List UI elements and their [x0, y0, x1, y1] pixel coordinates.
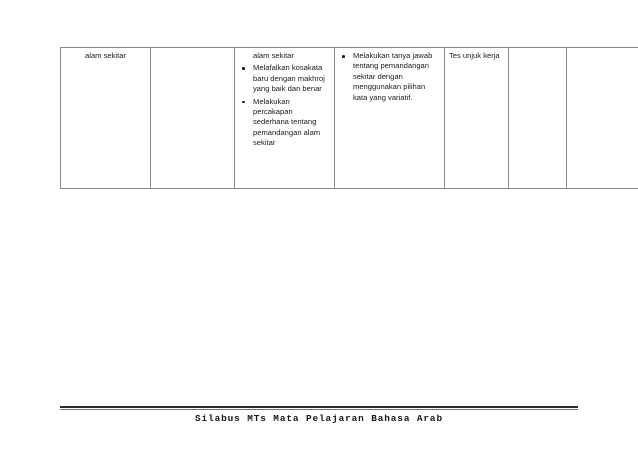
- table-cell-indikator: alam sekitar Melafalkan kosakata baru de…: [234, 47, 335, 189]
- footer-divider-thin: [60, 409, 578, 410]
- list-item-label: Melakukan tanya jawab tentang pemandanga…: [353, 51, 433, 102]
- cell-lead-text: alam sekitar: [85, 51, 126, 60]
- table-cell-sumber-belajar: [566, 47, 638, 189]
- cell-lead-text: alam sekitar: [253, 51, 294, 60]
- table-cell-penilaian-teknik: Melakukan tanya jawab tentang pemandanga…: [334, 47, 445, 189]
- table-cell-kegiatan-pembelajaran: [150, 47, 235, 189]
- list-item: Melafalkan kosakata baru dengan makhroj …: [239, 63, 330, 94]
- page-footer: Silabus MTs Mata Pelajaran Bahasa Arab: [60, 406, 578, 424]
- list-item: Melakukan percakapan sederhana tentang p…: [239, 97, 330, 149]
- list-item-label: Melafalkan kosakata baru dengan makhroj …: [253, 63, 325, 94]
- table-cell-alokasi-waktu: [508, 47, 567, 189]
- table-row: alam sekitar alam sekitar Melafalkan kos…: [60, 47, 638, 189]
- footer-title: Silabus MTs Mata Pelajaran Bahasa Arab: [195, 413, 443, 424]
- syllabus-table-container: alam sekitar alam sekitar Melafalkan kos…: [60, 47, 638, 189]
- bullet-list: Melafalkan kosakata baru dengan makhroj …: [239, 63, 330, 148]
- cell-lead-text: Tes unjuk kerja: [449, 51, 500, 60]
- table-cell-materi: alam sekitar: [60, 47, 151, 189]
- list-item: Melakukan tanya jawab tentang pemandanga…: [339, 51, 440, 103]
- footer-divider-thick: [60, 406, 578, 408]
- bullet-list: Melakukan tanya jawab tentang pemandanga…: [339, 51, 440, 103]
- table-body: alam sekitar alam sekitar Melafalkan kos…: [60, 47, 638, 189]
- table-cell-bentuk-instrumen: Tes unjuk kerja: [444, 47, 509, 189]
- list-item-label: Melakukan percakapan sederhana tentang p…: [253, 96, 321, 148]
- syllabus-table: alam sekitar alam sekitar Melafalkan kos…: [60, 47, 638, 189]
